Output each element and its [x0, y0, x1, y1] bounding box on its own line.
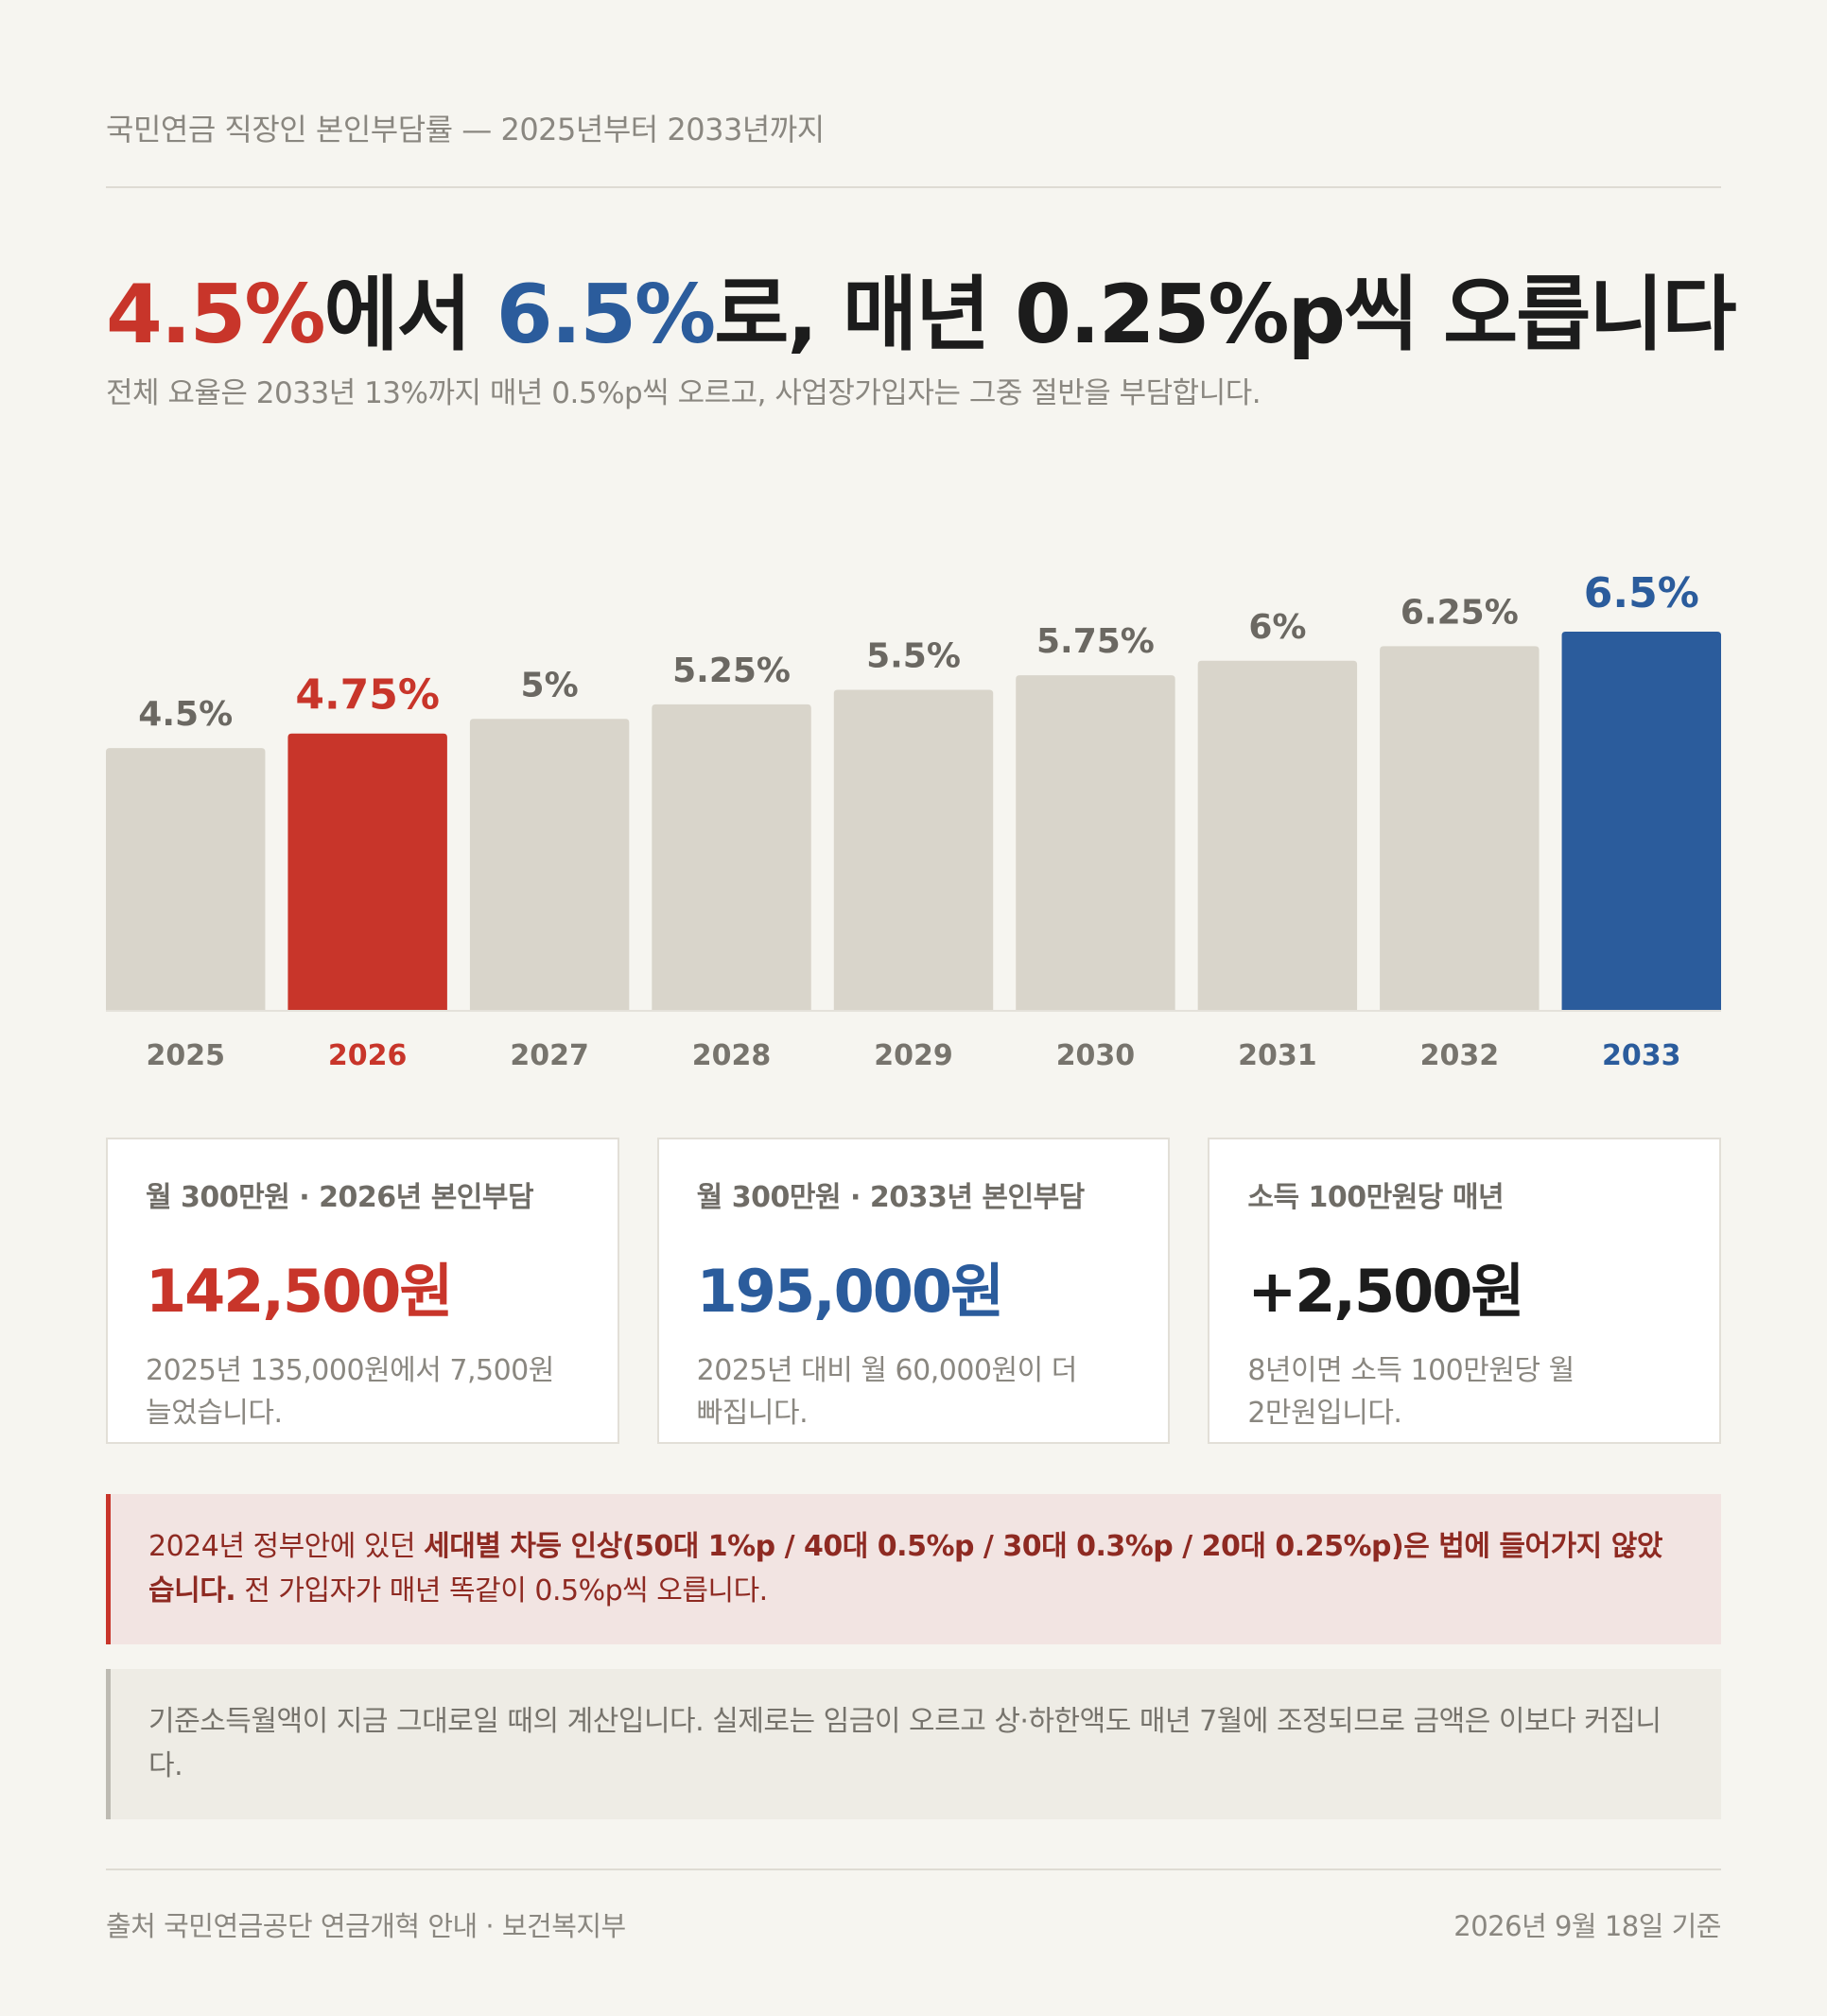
card-value: 142,500원 — [146, 1257, 453, 1326]
x-tick-label-2028: 2028 — [692, 1039, 772, 1072]
eyebrow-title: 국민연금 직장인 본인부담률 — 2025년부터 2033년까지 — [106, 112, 825, 148]
card-label: 소득 100만원당 매년 — [1247, 1181, 1505, 1214]
card-note: 2025년 대비 월 60,000원이 더 빠집니다. — [697, 1349, 1131, 1434]
card-label: 월 300만원 · 2026년 본인부담 — [146, 1181, 534, 1214]
card-label: 월 300만원 · 2033년 본인부담 — [696, 1181, 1086, 1214]
card-note-line: 빠집니다. — [696, 1397, 809, 1430]
bar-2028 — [652, 704, 811, 1010]
top-divider — [106, 186, 1721, 188]
x-tick-label-2030: 2030 — [1056, 1039, 1136, 1072]
bar-value-label-2029: 5.5% — [866, 637, 961, 676]
bar-value-label-2032: 6.25% — [1401, 593, 1519, 632]
card-note-line: 늘었습니다. — [146, 1397, 283, 1430]
card-value: +2,500원 — [1247, 1257, 1524, 1326]
bar-2030 — [1016, 675, 1175, 1010]
x-tick-label-2027: 2027 — [510, 1039, 589, 1072]
x-tick-label-2032: 2032 — [1420, 1039, 1500, 1072]
card-per-million: 소득 100만원당 매년 +2,500원 8년이면 소득 100만원당 월 2만… — [1208, 1138, 1722, 1444]
bar-2031 — [1197, 660, 1358, 1010]
policy-note: 2024년 정부안에 있던 세대별 차등 인상(50대 1%p / 40대 0.… — [106, 1494, 1721, 1644]
bar-2027 — [469, 719, 630, 1010]
summary-cards: 월 300만원 · 2026년 본인부담 142,500원 2025년 135,… — [106, 1138, 1722, 1444]
x-tick-label-2031: 2031 — [1238, 1039, 1317, 1072]
policy-note-post: 전 가입자가 매년 똑같이 0.5%p씩 오릅니다. — [235, 1574, 768, 1608]
card-note-line: 2025년 대비 월 60,000원이 더 — [696, 1354, 1078, 1387]
rate-bar-chart: 4.5% 2025 4.75% 2026 5% 2027 5.25% 2028 5.5% 2029… — [106, 548, 1721, 1078]
subline: 전체 요율은 2033년 13%까지 매년 0.5%p씩 오르고, 사업장가입자… — [106, 376, 1262, 410]
policy-note-pre: 2024년 정부안에 있던 — [148, 1530, 425, 1563]
card-note-line: 2만원입니다. — [1247, 1397, 1402, 1430]
bar-value-label-2026: 4.75% — [295, 671, 440, 720]
calculation-note: 기준소득월액이 지금 그대로일 때의 계산입니다. 실제로는 임금이 오르고 상… — [106, 1669, 1721, 1819]
card-2033: 월 300만원 · 2033년 본인부담 195,000원 2025년 대비 월… — [656, 1138, 1171, 1444]
headline-from-rate: 4.5% — [106, 268, 326, 362]
bar-2029 — [833, 689, 994, 1010]
bar-value-label-2033: 6.5% — [1584, 569, 1699, 617]
x-tick-label-2029: 2029 — [874, 1039, 953, 1072]
bottom-divider — [106, 1868, 1721, 1870]
bar-2032 — [1380, 646, 1540, 1010]
bar-2033 — [1561, 632, 1721, 1010]
bar-value-label-2025: 4.5% — [138, 695, 233, 734]
headline: 4.5%에서 6.5%로, 매년 0.25%p씩 오릅니다 — [106, 248, 1737, 366]
bar-value-label-2031: 6% — [1248, 608, 1306, 647]
x-tick-label-2025: 2025 — [146, 1039, 225, 1072]
headline-connector-1: 에서 — [323, 268, 496, 362]
headline-to-rate: 6.5% — [496, 268, 717, 362]
bar-2026 — [287, 733, 447, 1010]
card-note-line: 8년이면 소득 100만원당 월 — [1247, 1354, 1575, 1387]
policy-note-bold: 세대별 차등 인상(50대 1%p / 40대 0.5%p / 30대 0.3%… — [148, 1530, 1662, 1608]
card-note: 2025년 135,000원에서 7,500원 늘었습니다. — [146, 1349, 580, 1434]
card-note: 8년이면 소득 100만원당 월 2만원입니다. — [1247, 1349, 1681, 1434]
bar-2025 — [106, 748, 266, 1010]
footer-date: 2026년 9월 18일 기준 — [1453, 1910, 1721, 1942]
x-tick-label-2033: 2033 — [1602, 1039, 1681, 1072]
chart-svg: 4.5% 2025 4.75% 2026 5% 2027 5.25% 2028 5.5% 2029… — [106, 569, 1721, 1072]
chart-baseline — [106, 1010, 1721, 1012]
footer-source: 출처 국민연금공단 연금개혁 안내 · 보건복지부 — [106, 1910, 626, 1942]
bar-value-label-2028: 5.25% — [672, 652, 791, 690]
bar-value-label-2027: 5% — [521, 666, 579, 704]
card-2026: 월 300만원 · 2026년 본인부담 142,500원 2025년 135,… — [106, 1138, 619, 1444]
card-note-line: 2025년 135,000원에서 7,500원 — [146, 1354, 554, 1387]
bar-value-label-2030: 5.75% — [1036, 622, 1155, 661]
headline-connector-2: 로, 매년 0.25%p씩 오릅니다 — [714, 268, 1736, 362]
card-value: 195,000원 — [696, 1257, 1004, 1326]
x-tick-label-2026: 2026 — [328, 1039, 408, 1072]
